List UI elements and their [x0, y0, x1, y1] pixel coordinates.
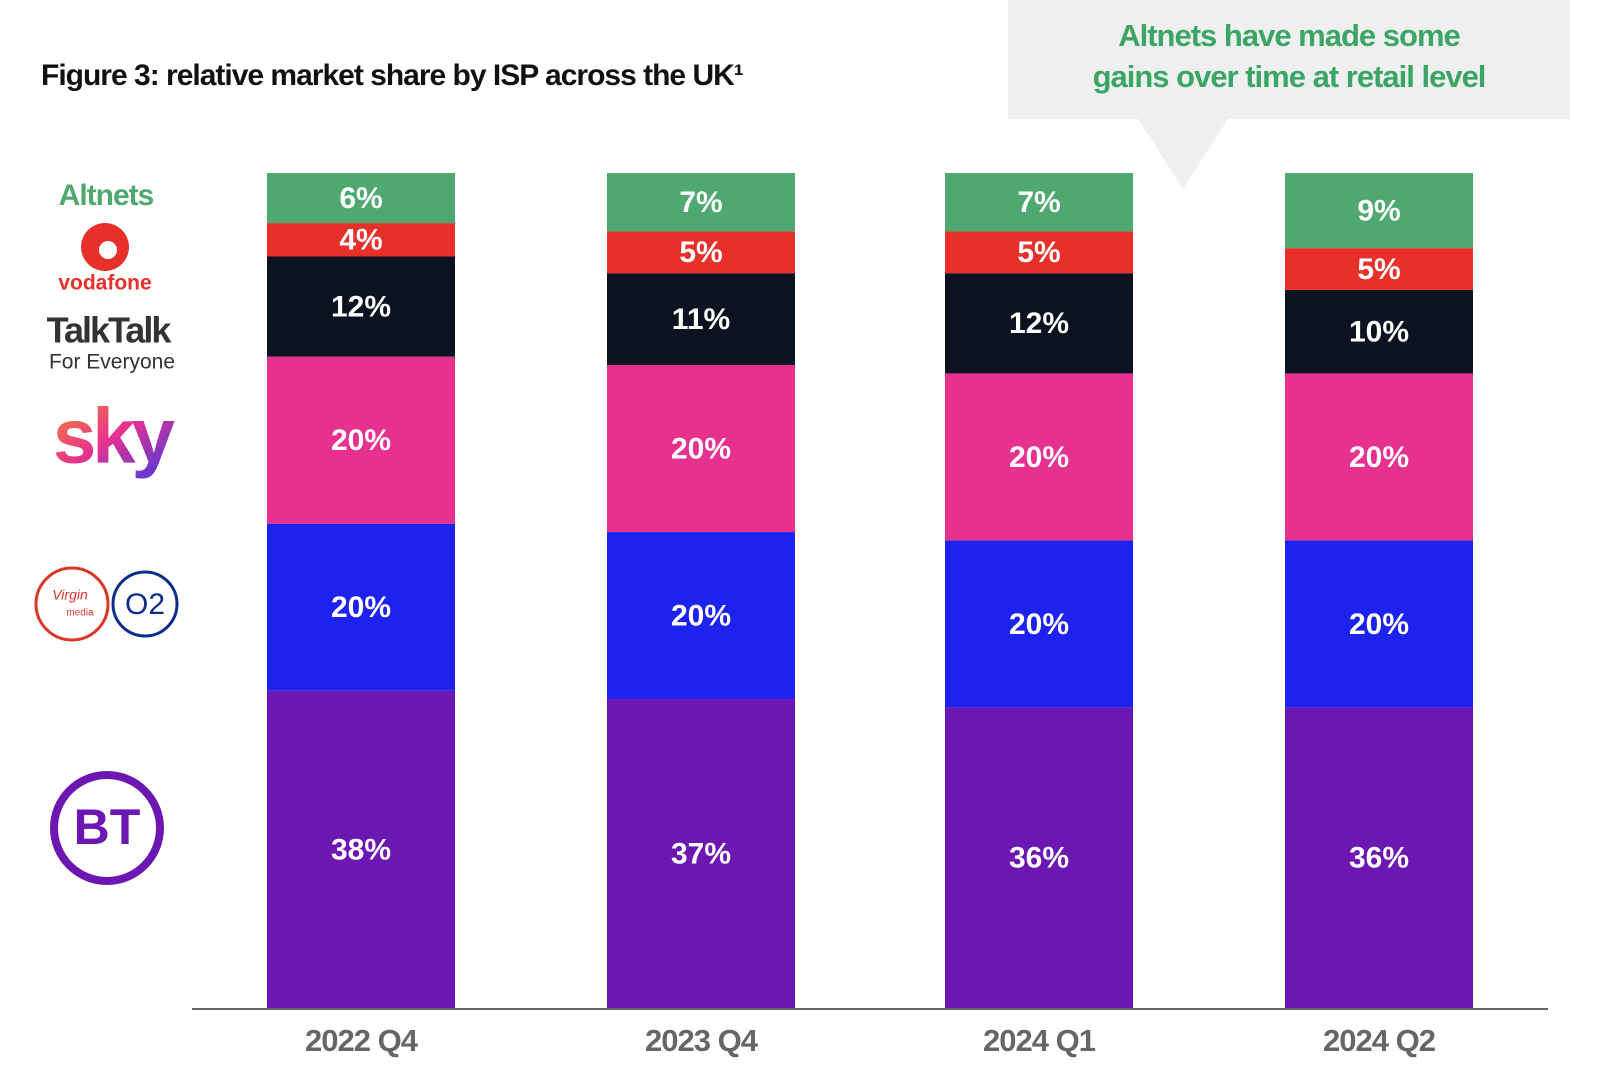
value-label: 36% [1349, 842, 1409, 875]
bar-segment [1285, 173, 1473, 249]
legend-label: TalkTalk [47, 310, 173, 351]
bar-segment [1285, 707, 1473, 1008]
legend-label: O2 [125, 588, 165, 621]
bar-segment [1285, 540, 1473, 708]
bar-segment [607, 365, 795, 533]
logo-ring [50, 771, 164, 885]
bar-segment [607, 699, 795, 1008]
bar-segment [267, 256, 455, 357]
legend-label: vodafone [58, 272, 151, 295]
value-label: 36% [1009, 842, 1069, 875]
bar-segment [607, 532, 795, 700]
value-label: 5% [1357, 253, 1400, 286]
value-label: 20% [331, 424, 391, 457]
x-tick-label: 2022 Q4 [305, 1023, 419, 1058]
bar-segment [945, 373, 1133, 541]
value-label: 20% [1009, 608, 1069, 641]
bar-segment [1285, 289, 1473, 374]
logo-dot [99, 241, 117, 259]
value-label: 7% [679, 186, 722, 219]
value-label: 4% [339, 224, 382, 257]
bar-segment [1285, 248, 1473, 290]
legend-sublabel: Virgin [52, 587, 88, 603]
value-label: 12% [1009, 307, 1069, 340]
bar-segment [1285, 373, 1473, 541]
value-label: 20% [671, 599, 731, 632]
logo-ring [111, 570, 179, 638]
bar-segment [267, 356, 455, 524]
bar-segment [945, 273, 1133, 374]
bar-segment [267, 523, 455, 691]
value-label: 6% [339, 182, 382, 215]
value-label: 20% [1349, 441, 1409, 474]
bar-segment [945, 231, 1133, 274]
callout-text: gains over time at retail level [1093, 59, 1486, 94]
bar-segment [945, 173, 1133, 232]
bar-segment [267, 223, 455, 257]
legend-sublabel: media [66, 608, 94, 619]
callout-box [1008, 0, 1570, 189]
value-label: 5% [1017, 236, 1060, 269]
bar-segment [945, 540, 1133, 708]
callout-text: Altnets have made some [1118, 18, 1460, 53]
value-label: 10% [1349, 316, 1409, 349]
value-label: 12% [331, 291, 391, 324]
legend-sublabel: For Everyone [49, 351, 175, 374]
logo-ring [34, 566, 110, 642]
bar-segment [607, 273, 795, 366]
value-label: 11% [672, 303, 730, 336]
chart-title: Figure 3: relative market share by ISP a… [41, 59, 744, 92]
bar-segment [267, 690, 455, 1008]
value-label: 20% [1349, 608, 1409, 641]
value-label: 38% [331, 833, 391, 866]
bar-segment [945, 707, 1133, 1008]
x-tick-label: 2024 Q2 [1323, 1023, 1435, 1058]
legend-label: BT [74, 799, 141, 855]
bar-segment [607, 173, 795, 232]
x-tick-label: 2023 Q4 [645, 1023, 759, 1058]
value-label: 5% [679, 236, 722, 269]
x-tick-label: 2024 Q1 [983, 1023, 1096, 1058]
legend-label: sky [53, 392, 175, 480]
value-label: 7% [1017, 186, 1060, 219]
value-label: 20% [331, 591, 391, 624]
value-label: 37% [671, 837, 731, 870]
value-label: 20% [1009, 441, 1069, 474]
value-label: 9% [1357, 194, 1400, 227]
legend-label: Altnets [59, 179, 154, 212]
bar-segment [267, 173, 455, 224]
bar-segment [607, 231, 795, 274]
value-label: 20% [671, 432, 731, 465]
